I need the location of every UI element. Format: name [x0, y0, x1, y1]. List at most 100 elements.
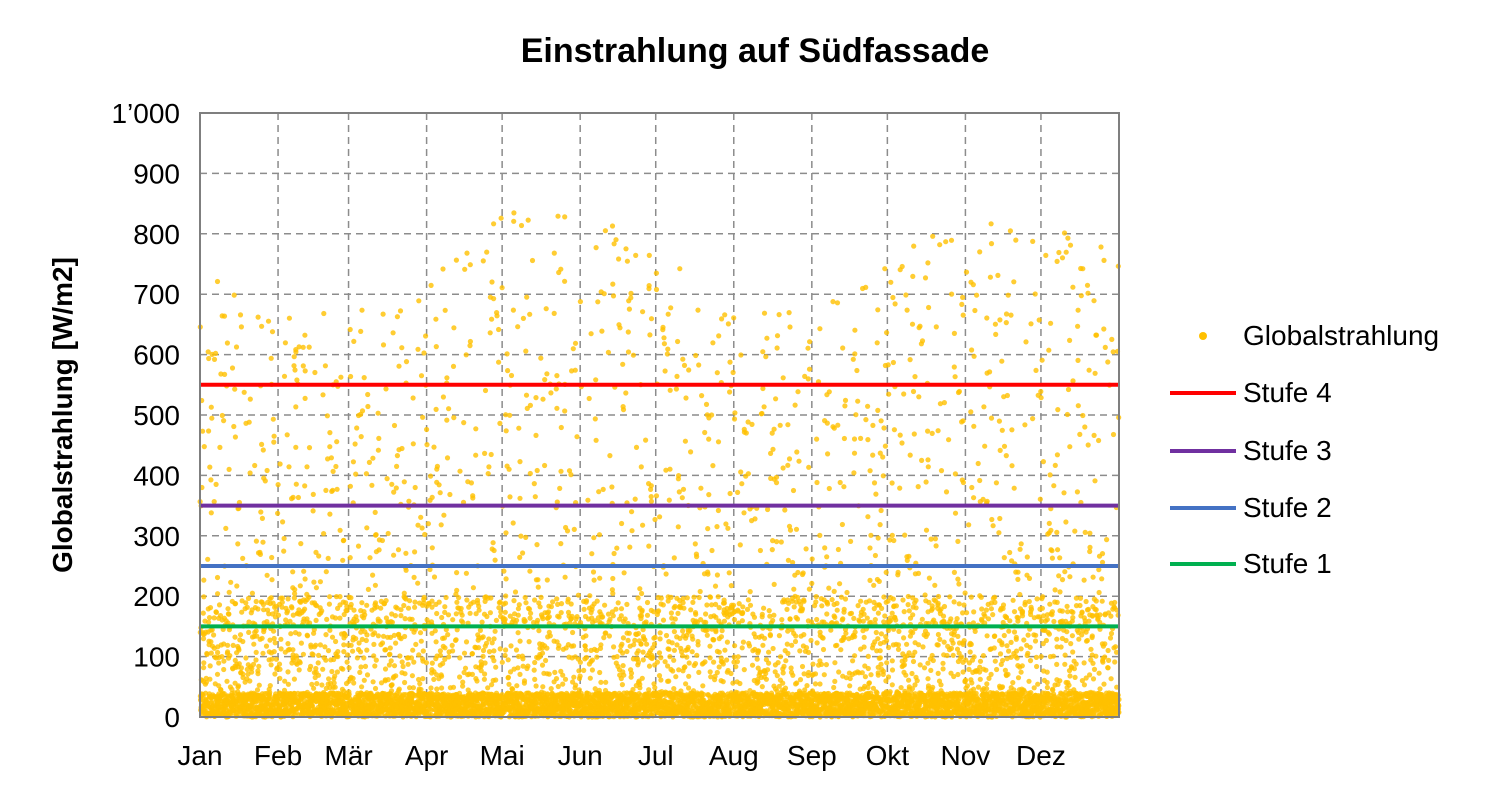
- scatter-point: [399, 345, 405, 351]
- scatter-point: [204, 650, 210, 657]
- scatter-point: [759, 614, 765, 620]
- scatter-point: [405, 661, 411, 667]
- scatter-point: [644, 612, 651, 618]
- scatter-point: [506, 466, 512, 472]
- scatter-point: [434, 686, 440, 692]
- scatter-point: [319, 608, 325, 614]
- scatter-point: [275, 510, 281, 516]
- scatter-point: [468, 480, 474, 486]
- scatter-point: [341, 649, 347, 655]
- scatter-point: [282, 340, 288, 346]
- scatter-point: [625, 349, 632, 355]
- scatter-point: [300, 344, 306, 350]
- scatter-point: [302, 395, 308, 401]
- scatter-point: [671, 629, 678, 635]
- scatter-point: [695, 307, 701, 313]
- scatter-point: [311, 630, 317, 636]
- scatter-point: [387, 645, 393, 651]
- scatter-point: [765, 667, 771, 673]
- scatter-point: [392, 613, 398, 619]
- scatter-point: [562, 278, 568, 284]
- scatter-point: [648, 494, 654, 500]
- scatter-point: [735, 489, 741, 495]
- scatter-point: [350, 648, 356, 654]
- scatter-point: [350, 459, 356, 465]
- scatter-point: [358, 328, 364, 334]
- scatter-point: [437, 490, 443, 496]
- scatter-point: [201, 444, 207, 450]
- scatter-point: [341, 642, 347, 648]
- scatter-point: [592, 416, 598, 422]
- scatter-point: [322, 363, 328, 369]
- scatter-point: [740, 639, 747, 645]
- scatter-point: [437, 652, 443, 659]
- scatter-point: [610, 613, 616, 619]
- scatter-point: [486, 464, 492, 470]
- scatter-point: [536, 628, 542, 634]
- scatter-point: [494, 310, 500, 316]
- scatter-point: [704, 602, 710, 608]
- scatter-point: [291, 363, 297, 369]
- scatter-point: [273, 656, 279, 662]
- scatter-point: [632, 637, 638, 644]
- scatter-point: [558, 468, 564, 474]
- scatter-point: [399, 445, 405, 452]
- scatter-point: [356, 640, 362, 646]
- scatter-point: [482, 387, 489, 394]
- scatter-point: [246, 619, 252, 625]
- scatter-point: [482, 660, 488, 666]
- scatter-point: [476, 645, 482, 651]
- scatter-point: [594, 654, 600, 660]
- scatter-point: [411, 659, 417, 665]
- scatter-point: [583, 647, 589, 653]
- scatter-point: [359, 636, 365, 643]
- scatter-point: [686, 367, 692, 373]
- scatter-point: [613, 660, 619, 666]
- scatter-point: [646, 663, 653, 669]
- scatter-point: [719, 316, 725, 322]
- scatter-point: [327, 444, 333, 450]
- scatter-point: [200, 428, 206, 434]
- scatter-point: [519, 653, 526, 659]
- scatter-point: [224, 678, 230, 684]
- scatter-point: [300, 363, 306, 369]
- scatter-point: [396, 686, 402, 692]
- scatter-point: [696, 669, 702, 676]
- scatter-point: [685, 644, 691, 650]
- scatter-point: [515, 612, 521, 618]
- scatter-point: [291, 676, 297, 682]
- scatter-point: [511, 218, 517, 224]
- scatter-point: [675, 338, 681, 345]
- scatter-point: [551, 250, 557, 256]
- scatter-point: [583, 654, 590, 661]
- scatter-point: [322, 644, 328, 650]
- scatter-point: [302, 332, 308, 338]
- scatter-point: [410, 685, 416, 691]
- scatter-point: [394, 453, 400, 459]
- scatter-point: [389, 682, 395, 688]
- scatter-point: [351, 680, 357, 686]
- scatter-point: [532, 494, 538, 500]
- scatter-point: [389, 481, 395, 487]
- scatter-point: [704, 632, 710, 638]
- scatter-point: [568, 616, 574, 622]
- scatter-point: [439, 685, 445, 691]
- scatter-point: [333, 463, 339, 470]
- scatter-point: [346, 678, 352, 684]
- scatter-point: [766, 649, 772, 655]
- scatter-point: [334, 486, 340, 492]
- scatter-point: [369, 482, 375, 488]
- scatter-point: [499, 659, 505, 665]
- scatter-point: [353, 471, 359, 477]
- scatter-point: [512, 589, 519, 595]
- scatter-point: [667, 387, 673, 393]
- scatter-point: [311, 644, 318, 650]
- scatter-point: [594, 598, 600, 604]
- scatter-point: [213, 481, 219, 487]
- scatter-point: [390, 330, 396, 336]
- scatter-point: [246, 419, 252, 425]
- scatter-point: [710, 463, 716, 469]
- scatter-point: [644, 641, 650, 647]
- scatter-point: [301, 568, 307, 574]
- scatter-point: [216, 660, 222, 666]
